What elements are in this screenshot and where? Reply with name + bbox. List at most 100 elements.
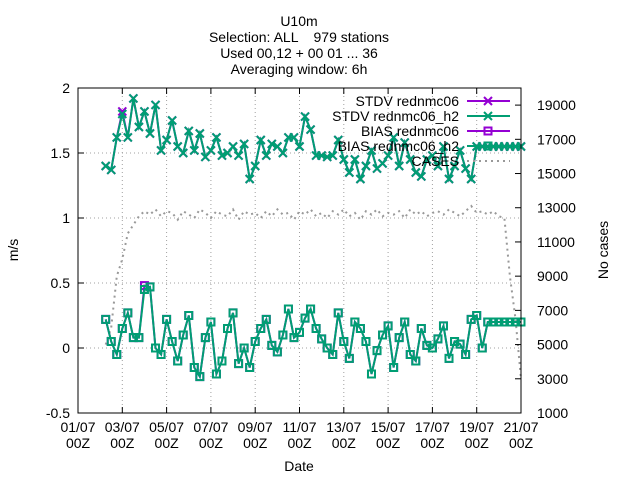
marker-stroke: [366, 145, 377, 156]
data-point: [156, 145, 166, 156]
data-point: [283, 304, 293, 314]
data-point: [300, 313, 310, 323]
data-point: [239, 343, 249, 353]
data-point: [344, 353, 354, 363]
legend-label: STDV rednmc06_h2: [332, 108, 459, 124]
marker-stroke: [261, 150, 271, 161]
data-point: [156, 350, 166, 359]
y2-tick-label: 9000: [537, 268, 568, 284]
marker-stroke: [305, 124, 316, 135]
x-tick-label: 00Z: [509, 435, 534, 451]
title-line-1: U10m: [280, 13, 317, 29]
legend-marker: [483, 96, 493, 106]
x-tick-label: 09/07: [238, 419, 273, 435]
data-point: [173, 356, 183, 366]
x-tick-label: 07/07: [193, 419, 228, 435]
data-point: [405, 350, 415, 359]
data-point: [261, 314, 271, 324]
legend-marker: [483, 126, 493, 136]
data-point: [306, 304, 316, 314]
data-point: [438, 141, 449, 152]
marker-stroke: [117, 109, 128, 119]
x-tick-label: 17/07: [415, 419, 450, 435]
x-tick-label: 00Z: [287, 435, 312, 451]
data-point: [100, 161, 111, 171]
data-point: [350, 154, 360, 165]
data-point: [477, 343, 487, 353]
marker-stroke: [100, 161, 111, 171]
data-point: [261, 150, 271, 161]
data-point: [211, 369, 221, 379]
marker-stroke: [466, 174, 476, 184]
data-point: [394, 333, 404, 343]
marker-stroke: [383, 150, 393, 161]
data-point: [200, 333, 210, 343]
data-point: [388, 132, 399, 143]
marker-stroke: [483, 96, 493, 106]
marker-stroke: [106, 165, 116, 175]
data-point: [305, 124, 316, 135]
y-tick-label: 0.5: [51, 275, 71, 291]
y2-tick-label: 7000: [537, 302, 568, 318]
data-point: [322, 343, 332, 353]
data-point: [328, 150, 338, 161]
data-point: [134, 333, 144, 343]
series-1: [100, 93, 526, 184]
data-point: [256, 324, 266, 333]
data-point: [123, 308, 133, 318]
data-point: [161, 135, 172, 145]
marker-stroke: [233, 150, 244, 161]
marker-stroke: [217, 150, 227, 161]
data-point: [494, 317, 504, 327]
data-point: [123, 132, 133, 143]
data-point: [228, 141, 238, 152]
data-point: [339, 154, 349, 165]
y-tick-label: 1.5: [51, 145, 71, 161]
data-point: [411, 167, 421, 178]
marker-stroke: [405, 154, 415, 165]
marker-stroke: [339, 154, 349, 165]
data-point: [128, 93, 139, 104]
title-line-4: Averaging window: 6h: [231, 61, 368, 77]
data-point: [244, 174, 255, 184]
data-point: [505, 317, 515, 327]
legend-label: BIAS rednmc06: [361, 123, 459, 139]
marker-stroke: [483, 111, 493, 121]
data-point: [472, 311, 482, 320]
marker-stroke: [361, 161, 371, 171]
y2-tick-label: 1000: [537, 405, 568, 421]
data-point: [128, 333, 138, 343]
x-tick-label: 01/07: [60, 419, 95, 435]
marker-stroke: [300, 111, 310, 122]
data-point: [117, 106, 128, 117]
x-tick-label: 00Z: [332, 435, 357, 451]
marker-stroke: [344, 167, 355, 178]
data-point: [139, 106, 150, 117]
data-point: [344, 167, 355, 178]
marker-stroke: [350, 154, 360, 165]
data-point: [112, 350, 122, 359]
x-tick-label: 11/07: [283, 419, 317, 435]
marker-stroke: [123, 132, 133, 143]
data-point: [444, 353, 454, 363]
data-series: [100, 93, 526, 382]
data-point: [112, 132, 122, 143]
y-tick-label: -0.5: [46, 405, 70, 421]
data-point: [311, 324, 321, 333]
data-point: [355, 174, 366, 184]
x-tick-label: 00Z: [420, 435, 445, 451]
x-tick-label: 00Z: [199, 435, 224, 451]
data-point: [228, 308, 238, 318]
y-tick-label: 2: [62, 80, 70, 96]
data-point: [366, 369, 376, 379]
data-point: [422, 154, 432, 165]
x-tick-label: 00Z: [155, 435, 180, 451]
marker-stroke: [438, 141, 449, 152]
legend-label: CASES: [412, 153, 459, 169]
data-point: [411, 356, 421, 366]
data-point: [433, 161, 443, 171]
data-point: [289, 132, 299, 143]
data-point: [383, 150, 393, 161]
y-tick-label: 1: [62, 210, 70, 226]
